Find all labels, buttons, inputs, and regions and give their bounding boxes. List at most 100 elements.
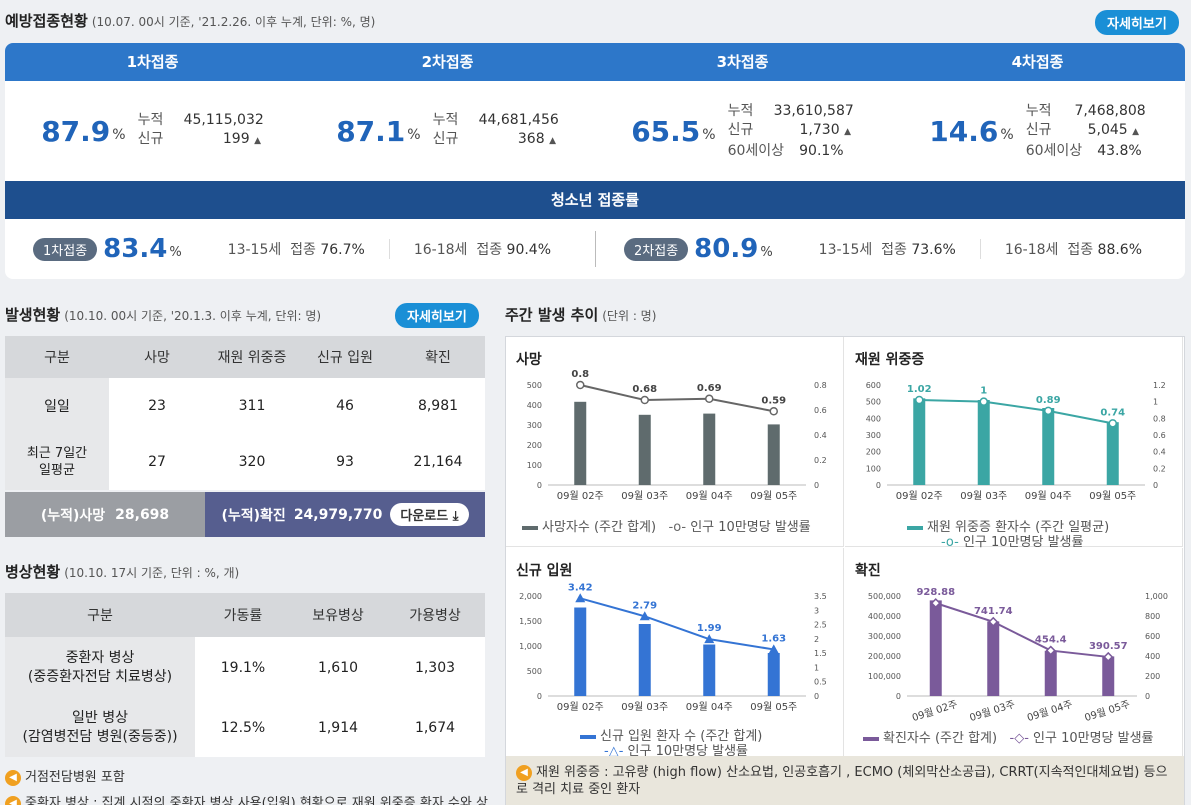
- cum-death-value: 28,698: [115, 506, 170, 523]
- chart-title: 사망: [516, 352, 542, 368]
- table-header: 구분 가동률 보유병상 가용병상: [5, 593, 485, 637]
- youth-second-g2: 16-18세 접종 88.6%: [1005, 239, 1142, 259]
- col-header: 재원 위중증: [205, 336, 299, 378]
- cum-label: 누적: [137, 112, 164, 128]
- cum-death-box: (누적)사망 28,698: [5, 492, 205, 537]
- vacc-label: 접종: [476, 242, 503, 258]
- chart-death: 0 100 200 300 400 500 0 0.2 0.4 0.6 0.8 09월 02주 09월 …: [527, 369, 827, 502]
- line-point: [575, 593, 586, 603]
- cum-conf-value: 24,979,770: [293, 506, 383, 523]
- download-button[interactable]: 다운로드 ⤓: [390, 503, 469, 526]
- bar: [574, 401, 587, 485]
- note-text: 재원 위중증 : 고유량 (high flow) 산소요법, 인공호흡기 , E…: [516, 765, 1168, 797]
- data-label: 741.74: [974, 606, 1013, 617]
- table-row: 중환자 병상 (중증환자전담 치료병상) 19.1% 1,610 1,303: [5, 637, 485, 699]
- chart-legend: 신규 입원 환자 수 (주간 합계): [580, 725, 762, 744]
- y2-tick-label: 2: [814, 635, 819, 644]
- chart-panel-severe: 재원 위중증 0 100 200 300 400 500 600 0 0.2 0.4 0.6 0.8 1…: [845, 337, 1183, 550]
- vacc-value: 76.7%: [320, 242, 365, 258]
- legend-bar-swatch: [863, 736, 879, 741]
- vacc-label: 접종: [881, 242, 907, 258]
- beds-header: 병상현황 (10.10. 17시 기준, 단위 : %, 개): [5, 561, 239, 582]
- chart-admission: 0 500 1,000 1,500 2,000 0 0.5 1 1.5 2 2.5 3 3.5 09월 0…: [519, 582, 827, 713]
- series-line: [580, 384, 774, 413]
- dose-detail: 누적 44,681,456 신규 368 ▲: [433, 111, 559, 151]
- cum-conf-box: (누적)확진 24,979,770 다운로드 ⤓: [205, 492, 485, 537]
- bar: [913, 398, 926, 485]
- cell: 27: [109, 434, 205, 490]
- y-tick-label: 100: [866, 464, 881, 473]
- legend-bar-label: 사망자수 (주간 합계): [542, 520, 657, 535]
- bar: [1102, 656, 1115, 696]
- beds-table-wrap: 구분 가동률 보유병상 가용병상 중환자 병상 (중증환자전담 치료병상) 19.…: [5, 593, 485, 757]
- bar: [929, 600, 942, 696]
- legend-line-swatch: -o-: [668, 520, 687, 535]
- weekly-note: ◀ 재원 위중증 : 고유량 (high flow) 산소요법, 인공호흡기 , …: [506, 756, 1184, 805]
- row-label: 일일: [5, 378, 109, 434]
- cell: 1,610: [291, 637, 385, 699]
- youth-first: 1차접종 83.4% 13-15세 접종 76.7% 16-18세 접종 90.…: [5, 234, 595, 264]
- y-tick-label: 600: [866, 381, 881, 390]
- x-tick-label: 09월 03주: [960, 490, 1007, 502]
- y2-tick-label: 1.5: [814, 649, 827, 658]
- cell: 320: [205, 434, 299, 490]
- legend-bar-swatch: [522, 525, 538, 530]
- y-tick-label: 500,000: [868, 592, 901, 601]
- y2-tick-label: 0.4: [1153, 448, 1166, 457]
- y2-tick-label: 0: [814, 481, 819, 490]
- line-point: [768, 644, 779, 654]
- dose-unit: %: [407, 127, 421, 143]
- cell: 8,981: [391, 378, 485, 434]
- dose-values-row: 87.9% 누적 45,115,032 신규 199 ▲ 87.1% 누적 44,68…: [5, 81, 1185, 181]
- data-label: 3.42: [568, 582, 593, 593]
- y-tick-label: 2,000: [519, 592, 542, 601]
- x-tick-label: 09월 03주: [968, 698, 1016, 724]
- weekly-charts: 사망 0 100 200 300 400 500 0 0.2 0.4 0.6 0.8 09월 02주 0…: [505, 336, 1185, 805]
- dose-cell-3: 65.5% 누적 33,610,587 신규 1,730 ▲ 60세이상 90.1%: [595, 81, 890, 181]
- cell: 1,914: [291, 699, 385, 757]
- cum-value: 7,468,808: [1074, 102, 1146, 119]
- vaccination-detail-button[interactable]: 자세히보기: [1095, 10, 1179, 35]
- table-row: 최근 7일간 일평균 27 320 93 21,164: [5, 434, 485, 490]
- x-tick-label: 09월 02주: [896, 490, 943, 502]
- x-tick-label: 09월 03주: [621, 701, 668, 713]
- line-point: [769, 407, 778, 416]
- weekly-header: 주간 발생 추이 (단위 : 명): [505, 304, 656, 325]
- data-label: 0.68: [632, 384, 657, 395]
- vaccination-header: 예방접종현황 (10.07. 00시 기준, '21.2.26. 이후 누계, 단…: [5, 10, 375, 31]
- vaccination-subtitle: (10.07. 00시 기준, '21.2.26. 이후 누계, 단위: %, …: [91, 15, 376, 29]
- legend-line-swatch: -◇-: [1009, 731, 1029, 746]
- bar: [767, 424, 780, 485]
- chart-legend-2: -o- 인구 10만명당 발생률: [941, 531, 1083, 550]
- y-tick-label: 0: [876, 481, 881, 490]
- row-label: 최근 7일간 일평균: [5, 434, 109, 490]
- x-tick-label: 09월 03주: [621, 490, 668, 502]
- y2-tick-label: 0.8: [1153, 414, 1166, 423]
- y2-tick-label: 1.2: [1153, 381, 1166, 390]
- y-tick-label: 500: [527, 381, 542, 390]
- y2-tick-label: 600: [1145, 632, 1160, 641]
- dose-header-2: 2차접종: [421, 53, 474, 71]
- youth-second-unit: %: [760, 244, 773, 260]
- y-tick-label: 200: [527, 441, 542, 450]
- chart-title: 신규 입원: [516, 563, 573, 579]
- bar: [1042, 408, 1055, 485]
- speaker-icon: ◀: [5, 769, 21, 786]
- col-header: 확진: [391, 336, 485, 378]
- line-point: [705, 394, 714, 403]
- beds-subtitle: (10.10. 17시 기준, 단위 : %, 개): [64, 566, 240, 580]
- data-label: 0.74: [1100, 407, 1125, 418]
- data-label: 1.63: [761, 633, 786, 644]
- y2-tick-label: 3: [814, 606, 819, 615]
- row-label: 일반 병상 (감염병전담 병원(중등중)): [5, 699, 195, 757]
- outbreak-detail-button[interactable]: 자세히보기: [395, 303, 479, 328]
- data-label: 454.4: [1035, 635, 1067, 646]
- sixty-value: 90.1%: [799, 142, 844, 159]
- youth-second-pill: 2차접종: [624, 237, 689, 261]
- cumulative-totals: (누적)사망 28,698 (누적)확진 24,979,770 다운로드 ⤓: [5, 492, 485, 537]
- outbreak-table-wrap: 구분 사망 재원 위중증 신규 입원 확진 일일 23 311 46 8,981…: [5, 336, 485, 537]
- data-label: 2.79: [632, 600, 657, 611]
- y-tick-label: 1,500: [519, 617, 542, 626]
- up-arrow-icon: ▲: [549, 136, 556, 146]
- y-tick-label: 200: [866, 448, 881, 457]
